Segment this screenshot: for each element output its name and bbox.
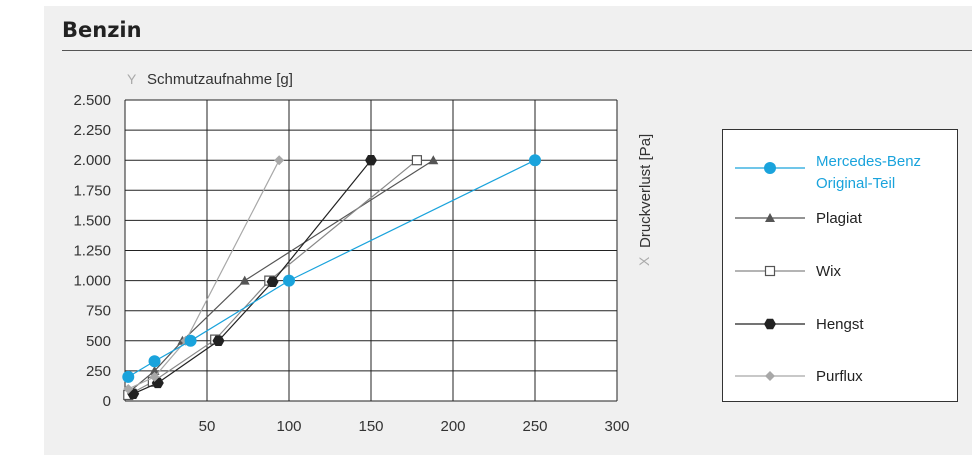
y-tick-label: 2.250: [73, 122, 111, 139]
legend-items: Mercedes-Benz Original-Teil Plagiat Wix Heng…: [735, 153, 921, 385]
legend-marker-hengst: [764, 318, 776, 330]
title-divider: [62, 50, 972, 51]
grid-lines: [124, 99, 618, 402]
data-point-purflux: [149, 371, 160, 382]
legend-item-mercedes-benz-original-teil: Mercedes-Benz Original-Teil: [735, 153, 921, 192]
y-axis-letter: Y: [127, 71, 137, 87]
legend-label: Hengst: [816, 316, 864, 333]
x-tick-label: 150: [358, 418, 383, 435]
legend-label: Plagiat: [816, 210, 863, 227]
x-tick-label: 250: [522, 418, 547, 435]
x-axis-label: Druckverlust [Pa]: [637, 134, 654, 248]
y-tick-label: 2.000: [73, 152, 111, 169]
y-tick-label: 250: [86, 363, 111, 380]
y-tick-label: 1.000: [73, 273, 111, 290]
y-tick-label: 750: [86, 303, 111, 320]
data-point-plagiat: [239, 275, 250, 285]
legend-item-plagiat: Plagiat: [735, 210, 863, 227]
legend-marker-purflux: [765, 371, 775, 381]
data-point-purflux: [274, 155, 285, 166]
legend-item-purflux: Purflux: [735, 368, 863, 385]
x-tick-label: 100: [276, 418, 301, 435]
legend-item-hengst: Hengst: [735, 316, 864, 333]
data-point-mercedes-benz-original-teil: [122, 370, 135, 383]
x-tick-label: 50: [199, 418, 216, 435]
legend-marker-mercedes-benz-original-teil: [764, 162, 776, 174]
data-point-mercedes-benz-original-teil: [184, 334, 197, 347]
data-point-hengst: [365, 155, 377, 166]
legend-marker-plagiat: [765, 213, 775, 222]
data-point-wix: [411, 155, 423, 166]
y-tick-label: 0: [103, 393, 111, 410]
y-axis-label: Schmutzaufnahme [g]: [147, 71, 293, 88]
x-tick-label: 200: [440, 418, 465, 435]
legend-marker-wix: [764, 265, 776, 277]
data-series: [122, 154, 541, 401]
legend-item-wix: Wix: [735, 263, 841, 280]
legend-label: Purflux: [816, 368, 863, 385]
y-tick-label: 1.750: [73, 182, 111, 199]
legend-label: Wix: [816, 263, 841, 280]
x-tick-labels: 50 100 150 200 250 300: [199, 418, 630, 435]
data-point-plagiat: [149, 365, 160, 375]
series-line-purflux: [128, 159, 280, 390]
data-point-hengst: [212, 335, 225, 346]
y-tick-label: 500: [86, 333, 111, 350]
legend-label: Mercedes-Benz: [816, 153, 921, 170]
data-point-mercedes-benz-original-teil: [529, 154, 541, 167]
y-tick-label: 1.250: [73, 243, 111, 260]
y-tick-label: 2.500: [73, 92, 111, 109]
y-tick-label: 1.500: [73, 212, 111, 229]
data-point-purflux: [123, 383, 134, 394]
chart-title: Benzin: [62, 18, 142, 42]
data-point-mercedes-benz-original-teil: [148, 355, 161, 368]
x-axis-letter: X: [636, 256, 652, 266]
y-tick-labels: 0 250 500 750 1.000 1.250 1.500 1.750 2.000 2.250…: [73, 92, 111, 410]
legend: Mercedes-Benz Original-Teil Plagiat Wix Heng…: [722, 129, 958, 402]
data-point-plagiat: [428, 155, 439, 165]
data-point-hengst: [266, 276, 279, 288]
series-mercedes-benz-original-teil: [122, 154, 541, 383]
legend-label: Original-Teil: [816, 175, 895, 192]
x-tick-label: 300: [604, 418, 629, 435]
data-point-mercedes-benz-original-teil: [283, 274, 295, 287]
